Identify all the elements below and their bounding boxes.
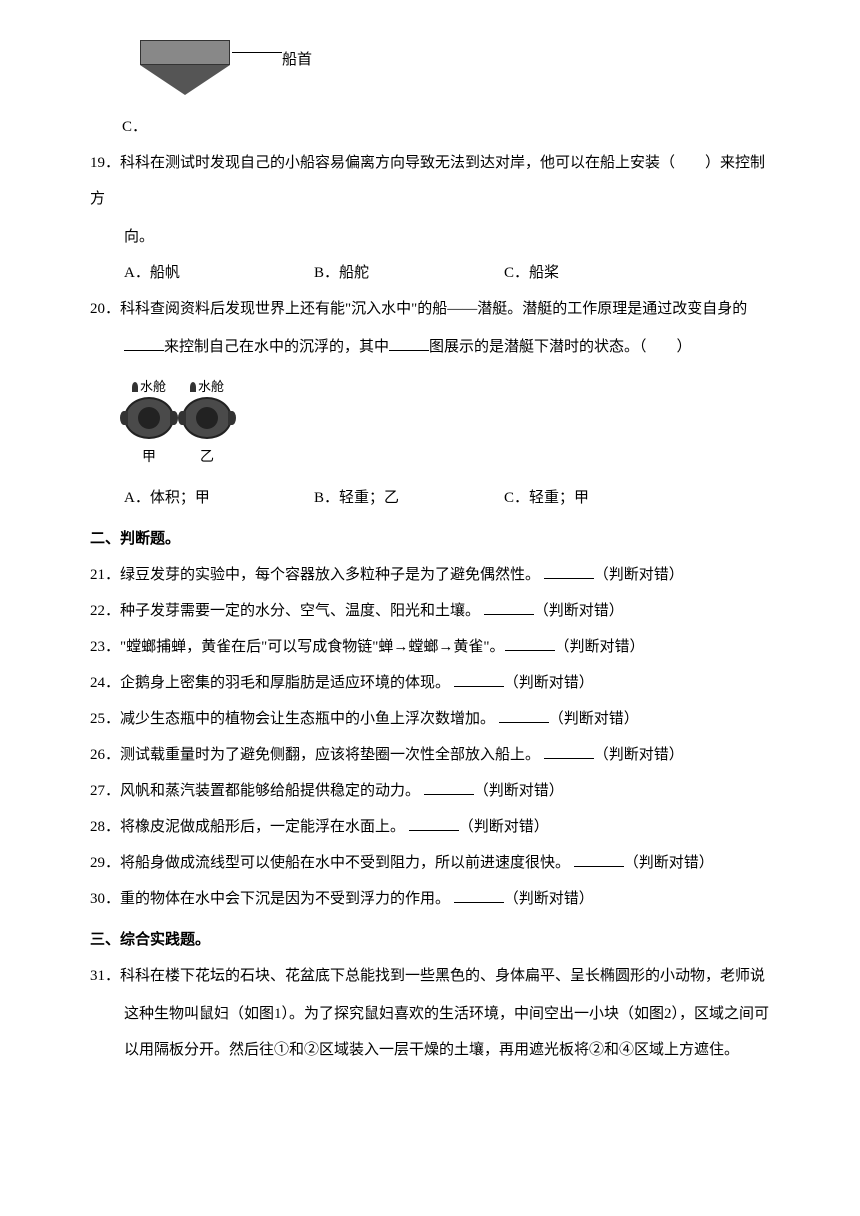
question-24: 24．企鹅身上密集的羽毛和厚脂肪是适应环境的体现。 （判断对错） xyxy=(90,665,780,701)
q27-suffix: （判断对错） xyxy=(474,783,564,799)
submarine-jia: 水舱 甲 xyxy=(124,377,174,475)
q20-text2-prefix: 来控制自己在水中的沉浮的，其中 xyxy=(164,339,389,355)
q29-suffix: （判断对错） xyxy=(624,855,714,871)
periscope-icon xyxy=(190,382,196,392)
q19-text: 科科在测试时发现自己的小船容易偏离方向导致无法到达对岸，他可以在船上安装（ ）来… xyxy=(90,155,765,207)
q19-continuation: 向。 xyxy=(90,219,780,255)
q19-option-c: C．船桨 xyxy=(504,255,694,291)
q23-suffix: （判断对错） xyxy=(555,639,645,655)
q28-number: 28． xyxy=(90,819,120,835)
question-29: 29．将船身做成流线型可以使船在水中不受到阻力，所以前进速度很快。 （判断对错） xyxy=(90,845,780,881)
q31-line2: 这种生物叫鼠妇（如图1）。为了探究鼠妇喜欢的生活环境，中间空出一小块（如图2），… xyxy=(90,996,780,1032)
q29-number: 29． xyxy=(90,855,120,871)
question-21: 21．绿豆发芽的实验中，每个容器放入多粒种子是为了避免偶然性。 （判断对错） xyxy=(90,557,780,593)
q20-continuation: 来控制自己在水中的沉浮的，其中 图展示的是潜艇下潜时的状态。（ ） xyxy=(90,329,780,365)
q20-option-c: C．轻重；甲 xyxy=(504,480,694,516)
question-23: 23．"螳螂捕蝉，黄雀在后"可以写成食物链"蝉→螳螂→黄雀"。 （判断对错） xyxy=(90,629,780,665)
q28-text: 将橡皮泥做成船形后，一定能浮在水面上。 xyxy=(120,819,405,835)
q31-line3: 以用隔板分开。然后往①和②区域装入一层干燥的土壤，再用遮光板将②和④区域上方遮住… xyxy=(90,1032,780,1068)
q21-text: 绿豆发芽的实验中，每个容器放入多粒种子是为了避免偶然性。 xyxy=(120,567,540,583)
q25-blank xyxy=(499,709,549,723)
bow-label: 船首 xyxy=(282,42,312,78)
q31-number: 31． xyxy=(90,968,120,984)
q20-option-a: A．体积；甲 xyxy=(124,480,314,516)
q28-suffix: （判断对错） xyxy=(459,819,549,835)
q31-text: 科科在楼下花坛的石块、花盆底下总能找到一些黑色的、身体扁平、呈长椭圆形的小动物，… xyxy=(120,968,765,984)
q20-options: A．体积；甲 B．轻重；乙 C．轻重；甲 xyxy=(90,480,780,516)
question-20: 20．科科查阅资料后发现世界上还有能"沉入水中"的船——潜艇。潜艇的工作原理是通… xyxy=(90,291,780,327)
sub-name-jia: 甲 xyxy=(142,441,156,475)
q27-number: 27． xyxy=(90,783,120,799)
q22-suffix: （判断对错） xyxy=(534,603,624,619)
q24-text: 企鹅身上密集的羽毛和厚脂肪是适应环境的体现。 xyxy=(120,675,450,691)
q30-number: 30． xyxy=(90,891,120,907)
section-2-header: 二、判断题。 xyxy=(90,521,780,557)
submarine-yi: 水舱 乙 xyxy=(182,377,232,475)
submarine-diagram: 水舱 甲 水舱 乙 xyxy=(90,370,780,475)
q25-text: 减少生态瓶中的植物会让生态瓶中的小鱼上浮次数增加。 xyxy=(120,711,495,727)
q27-text: 风帆和蒸汽装置都能够给船提供稳定的动力。 xyxy=(120,783,420,799)
q29-text: 将船身做成流线型可以使船在水中不受到阻力，所以前进速度很快。 xyxy=(120,855,570,871)
q30-text: 重的物体在水中会下沉是因为不受到浮力的作用。 xyxy=(120,891,450,907)
option-c-marker: C． xyxy=(122,109,147,145)
q22-text: 种子发芽需要一定的水分、空气、温度、阳光和土壤。 xyxy=(120,603,480,619)
sub-body-jia xyxy=(124,397,174,439)
bow-pointer-line xyxy=(232,52,282,53)
q20-text2-suffix: 图展示的是潜艇下潜时的状态。（ ） xyxy=(429,339,692,355)
bow-shape xyxy=(140,40,230,95)
q26-text: 测试载重量时为了避免侧翻，应该将垫圈一次性全部放入船上。 xyxy=(120,747,540,763)
q24-blank xyxy=(454,673,504,687)
bow-triangle xyxy=(140,65,230,95)
blank-1 xyxy=(124,337,164,351)
question-30: 30．重的物体在水中会下沉是因为不受到浮力的作用。 （判断对错） xyxy=(90,881,780,917)
q23-blank xyxy=(505,637,555,651)
q21-suffix: （判断对错） xyxy=(594,567,684,583)
q24-suffix: （判断对错） xyxy=(504,675,594,691)
q25-suffix: （判断对错） xyxy=(549,711,639,727)
q19-option-a: A．船帆 xyxy=(124,255,314,291)
q19-options: A．船帆 B．船舵 C．船桨 xyxy=(90,255,780,291)
sub-body-yi xyxy=(182,397,232,439)
q27-blank xyxy=(424,781,474,795)
q22-number: 22． xyxy=(90,603,120,619)
q30-suffix: （判断对错） xyxy=(504,891,594,907)
q21-blank xyxy=(544,565,594,579)
q26-blank xyxy=(544,745,594,759)
bow-diagram: 船首 xyxy=(140,40,312,95)
q30-blank xyxy=(454,889,504,903)
q24-number: 24． xyxy=(90,675,120,691)
question-19: 19．科科在测试时发现自己的小船容易偏离方向导致无法到达对岸，他可以在船上安装（… xyxy=(90,145,780,217)
q26-number: 26． xyxy=(90,747,120,763)
q20-number: 20． xyxy=(90,301,120,317)
q20-option-b: B．轻重；乙 xyxy=(314,480,504,516)
question-31: 31．科科在楼下花坛的石块、花盆底下总能找到一些黑色的、身体扁平、呈长椭圆形的小… xyxy=(90,958,780,994)
sub-name-yi: 乙 xyxy=(200,441,214,475)
bow-rectangle xyxy=(140,40,230,65)
section-3-header: 三、综合实践题。 xyxy=(90,922,780,958)
periscope-icon xyxy=(132,382,138,392)
q23-text: "螳螂捕蝉，黄雀在后"可以写成食物链"蝉→螳螂→黄雀"。 xyxy=(120,639,505,655)
q22-blank xyxy=(484,601,534,615)
question-22: 22．种子发芽需要一定的水分、空气、温度、阳光和土壤。 （判断对错） xyxy=(90,593,780,629)
blank-2 xyxy=(389,337,429,351)
q21-number: 21． xyxy=(90,567,120,583)
q19-option-b: B．船舵 xyxy=(314,255,504,291)
q26-suffix: （判断对错） xyxy=(594,747,684,763)
question-27: 27．风帆和蒸汽装置都能够给船提供稳定的动力。 （判断对错） xyxy=(90,773,780,809)
q29-blank xyxy=(574,853,624,867)
q20-text: 科科查阅资料后发现世界上还有能"沉入水中"的船——潜艇。潜艇的工作原理是通过改变… xyxy=(120,301,747,317)
q25-number: 25． xyxy=(90,711,120,727)
q28-blank xyxy=(409,817,459,831)
question-28: 28．将橡皮泥做成船形后，一定能浮在水面上。 （判断对错） xyxy=(90,809,780,845)
question-26: 26．测试载重量时为了避免侧翻，应该将垫圈一次性全部放入船上。 （判断对错） xyxy=(90,737,780,773)
q19-number: 19． xyxy=(90,155,120,171)
question-25: 25．减少生态瓶中的植物会让生态瓶中的小鱼上浮次数增加。 （判断对错） xyxy=(90,701,780,737)
q23-number: 23． xyxy=(90,639,120,655)
